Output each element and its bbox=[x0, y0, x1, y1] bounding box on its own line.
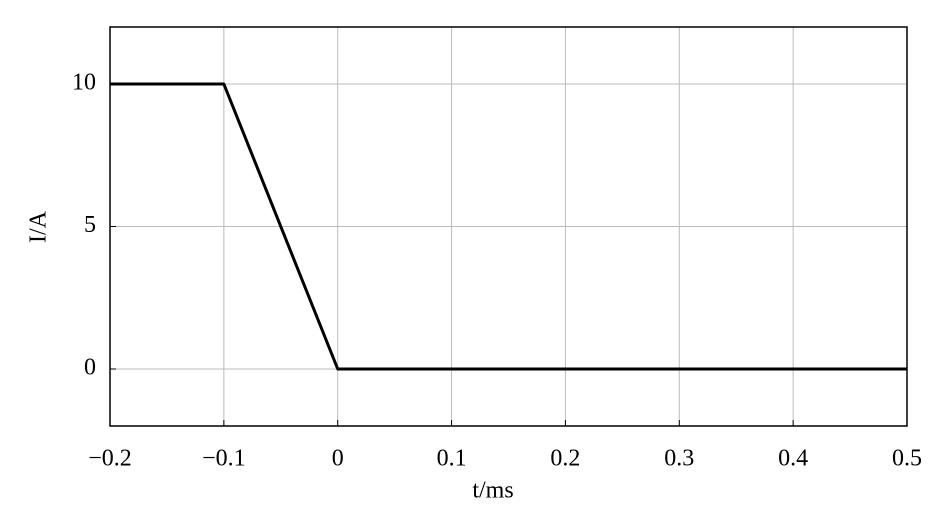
plot-frame bbox=[109, 26, 908, 427]
x-tick-label: −0.1 bbox=[202, 446, 246, 472]
x-tick-label: 0.1 bbox=[437, 446, 467, 472]
data-line bbox=[110, 82, 907, 371]
x-tick-label: −0.2 bbox=[88, 446, 132, 472]
y-axis-label: I/A bbox=[26, 210, 52, 243]
x-tick-label: 0.3 bbox=[664, 446, 694, 472]
y-tick-label: 10 bbox=[72, 70, 96, 96]
x-tick-label: 0.2 bbox=[550, 446, 580, 472]
x-axis-label: t/ms bbox=[472, 478, 513, 504]
x-tick-label: 0.5 bbox=[892, 446, 922, 472]
x-tick-label: 0.4 bbox=[778, 446, 808, 472]
x-tick-label: 0 bbox=[332, 446, 344, 472]
y-tick-label: 5 bbox=[84, 212, 96, 238]
y-tick-label: 0 bbox=[84, 355, 96, 381]
